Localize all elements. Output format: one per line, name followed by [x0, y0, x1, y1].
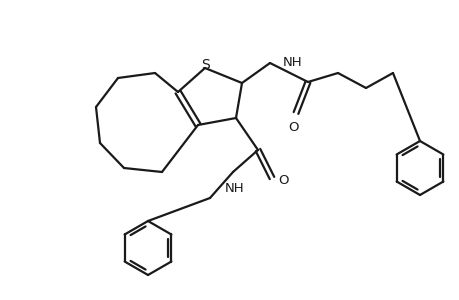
Text: O: O [277, 173, 288, 187]
Text: NH: NH [282, 56, 302, 68]
Text: NH: NH [225, 182, 244, 195]
Text: S: S [201, 58, 210, 72]
Text: O: O [288, 121, 299, 134]
